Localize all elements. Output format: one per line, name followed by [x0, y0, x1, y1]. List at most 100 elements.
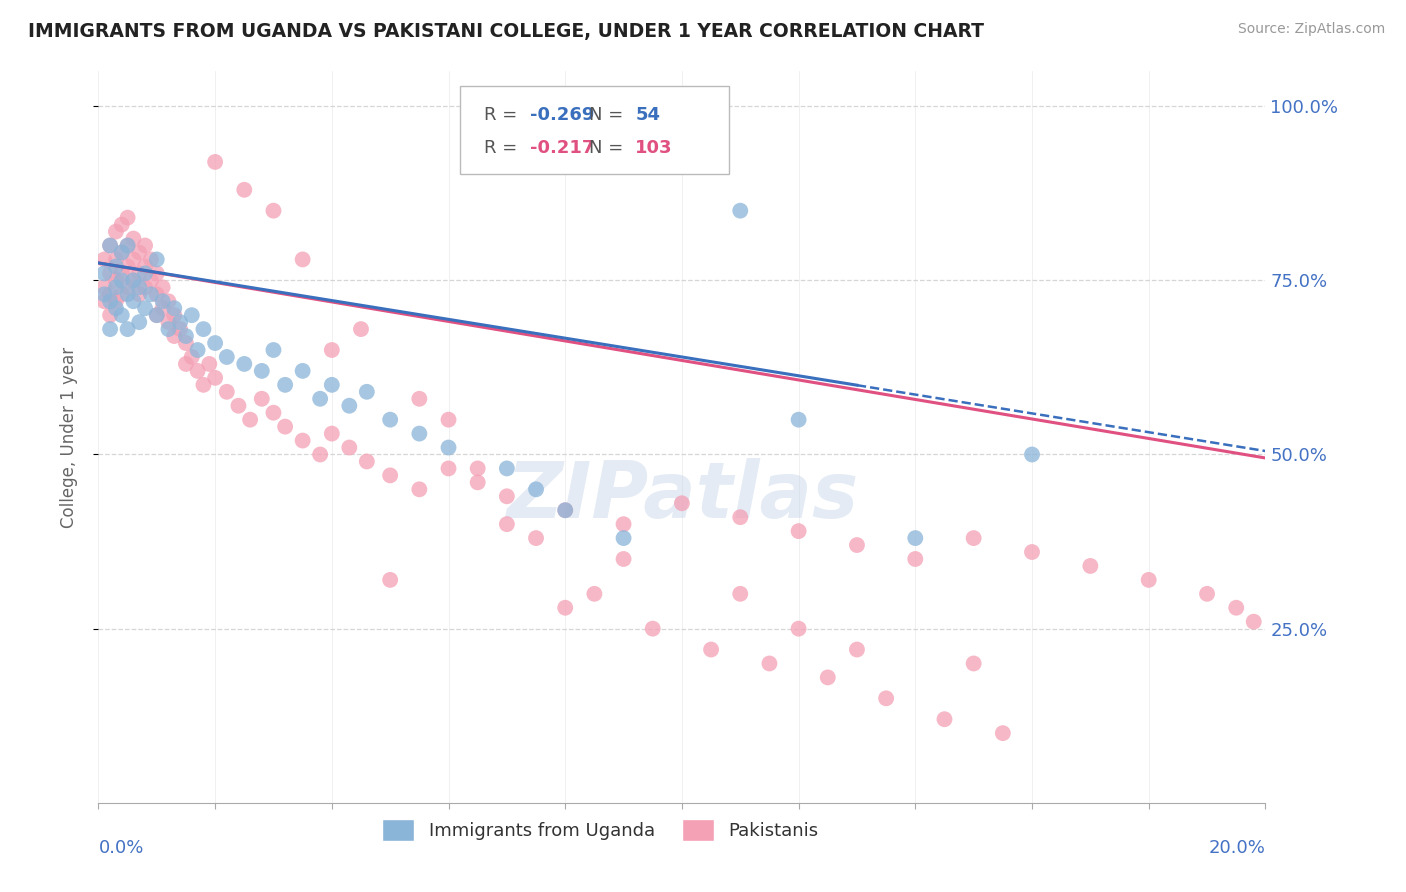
Point	[730, 587, 752, 601]
Point	[612, 517, 634, 532]
Point	[117, 260, 139, 274]
Point	[111, 245, 134, 260]
Point	[117, 287, 139, 301]
Y-axis label: College, Under 1 year: College, Under 1 year	[59, 346, 77, 528]
Point	[117, 238, 139, 252]
Point	[408, 392, 430, 406]
Point	[180, 350, 202, 364]
Point	[193, 377, 215, 392]
Point	[787, 622, 810, 636]
Point	[408, 426, 430, 441]
Point	[134, 266, 156, 280]
Point	[228, 399, 250, 413]
Point	[356, 454, 378, 468]
Point	[337, 441, 360, 455]
Point	[128, 266, 150, 280]
Point	[309, 448, 332, 462]
Point	[337, 399, 360, 413]
Point	[169, 322, 191, 336]
Point	[139, 287, 162, 301]
Point	[122, 252, 145, 267]
Point	[93, 287, 115, 301]
Point	[128, 245, 150, 260]
Point	[104, 260, 127, 274]
Point	[583, 587, 606, 601]
Point	[122, 231, 145, 245]
Point	[554, 600, 576, 615]
Point	[122, 294, 145, 309]
Point	[904, 531, 927, 545]
Point	[111, 273, 134, 287]
Point	[730, 203, 752, 218]
Point	[98, 308, 121, 322]
Point	[846, 538, 869, 552]
Point	[152, 280, 174, 294]
Point	[204, 155, 226, 169]
Point	[671, 496, 693, 510]
Point	[93, 294, 115, 309]
Text: 20.0%: 20.0%	[1209, 839, 1265, 857]
Point	[128, 315, 150, 329]
Text: Source: ZipAtlas.com: Source: ZipAtlas.com	[1237, 22, 1385, 37]
Point	[962, 531, 984, 545]
Point	[98, 294, 121, 309]
Point	[875, 691, 897, 706]
Point	[117, 322, 139, 336]
Text: IMMIGRANTS FROM UGANDA VS PAKISTANI COLLEGE, UNDER 1 YEAR CORRELATION CHART: IMMIGRANTS FROM UGANDA VS PAKISTANI COLL…	[28, 22, 984, 41]
Point	[98, 287, 121, 301]
Point	[233, 357, 256, 371]
Point	[991, 726, 1014, 740]
Point	[321, 426, 343, 441]
Point	[169, 315, 191, 329]
Point	[1080, 558, 1102, 573]
Point	[146, 266, 169, 280]
Point	[380, 573, 402, 587]
Point	[198, 357, 221, 371]
Point	[239, 412, 262, 426]
Point	[146, 287, 169, 301]
Point	[554, 503, 576, 517]
Point	[321, 343, 343, 357]
Point	[152, 301, 174, 316]
Point	[146, 252, 169, 267]
Point	[274, 377, 297, 392]
Point	[104, 273, 127, 287]
Point	[467, 461, 489, 475]
Point	[111, 218, 134, 232]
Point	[111, 287, 134, 301]
Text: 103: 103	[636, 139, 672, 157]
Point	[122, 273, 145, 287]
Point	[846, 642, 869, 657]
Point	[1021, 448, 1043, 462]
Point	[1021, 545, 1043, 559]
Point	[524, 531, 547, 545]
Point	[291, 434, 314, 448]
Point	[152, 294, 174, 309]
Text: ZIPatlas: ZIPatlas	[506, 458, 858, 533]
Point	[817, 670, 839, 684]
Point	[93, 280, 115, 294]
Point	[134, 238, 156, 252]
Point	[612, 552, 634, 566]
Point	[233, 183, 256, 197]
Point	[139, 252, 162, 267]
Point	[93, 266, 115, 280]
Point	[111, 266, 134, 280]
Point	[787, 412, 810, 426]
Point	[904, 552, 927, 566]
Legend: Immigrants from Uganda, Pakistanis: Immigrants from Uganda, Pakistanis	[374, 812, 827, 848]
Text: N =: N =	[589, 106, 628, 124]
Point	[380, 412, 402, 426]
Point	[467, 475, 489, 490]
Point	[262, 203, 284, 218]
Text: 54: 54	[636, 106, 661, 124]
Point	[962, 657, 984, 671]
Point	[187, 364, 209, 378]
Point	[496, 461, 519, 475]
Point	[174, 357, 197, 371]
Text: 0.0%: 0.0%	[98, 839, 143, 857]
Point	[215, 350, 238, 364]
Point	[250, 392, 273, 406]
Point	[117, 238, 139, 252]
Point	[309, 392, 332, 406]
